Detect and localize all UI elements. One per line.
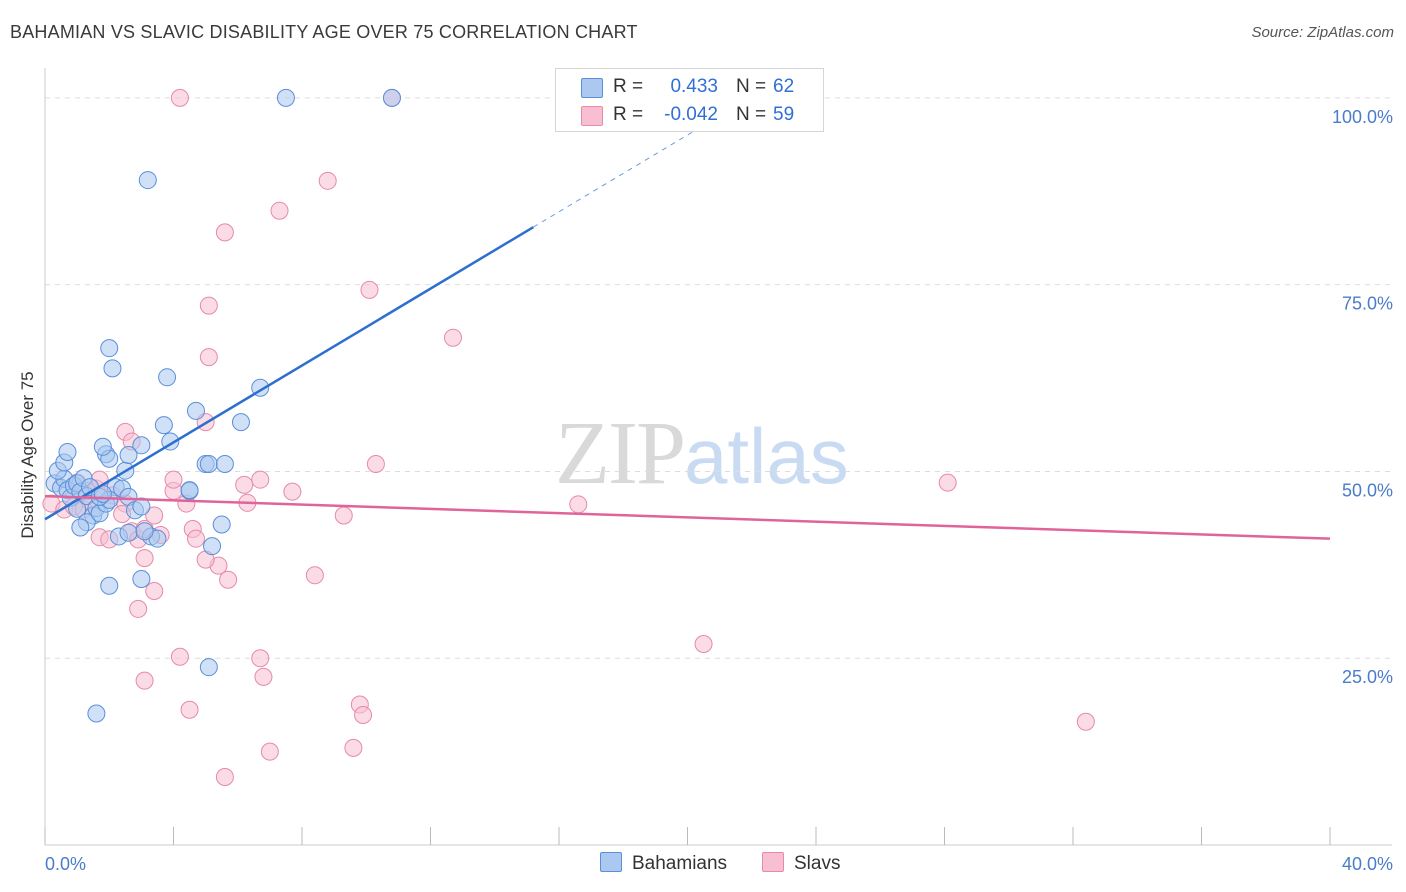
bahamians-trend-extension: [533, 115, 720, 228]
slavs-point: [235, 475, 254, 494]
trend-lines: [44, 115, 1331, 540]
slavs-point: [283, 482, 302, 501]
source-label: Source: ZipAtlas.com: [1251, 24, 1394, 41]
bahamians-legend-label: Bahamians: [632, 853, 728, 874]
bahamians-point: [158, 368, 177, 387]
axes: [44, 68, 1392, 846]
legend-row-bahamians: R = 0.433 N = 62: [556, 74, 823, 102]
watermark-zip: ZIP: [555, 404, 686, 503]
slavs-point: [129, 599, 148, 618]
n-value: 62: [773, 76, 795, 97]
bahamians-swatch: [581, 78, 603, 98]
slavs-point: [164, 470, 183, 489]
x-tick-label: 40.0%: [1342, 854, 1393, 874]
bahamians-point: [180, 481, 199, 500]
slavs-point: [135, 671, 154, 690]
bahamians-point: [215, 454, 234, 473]
slavs-point: [251, 470, 270, 489]
bahamians-point: [87, 704, 106, 723]
bahamians-point: [135, 522, 154, 541]
n-value: 59: [773, 104, 795, 125]
slavs-point: [199, 348, 218, 367]
y-tick-label: 25.0%: [1342, 667, 1393, 687]
slavs-point: [170, 88, 189, 107]
slavs-point: [254, 667, 273, 686]
r-label: R =: [613, 76, 644, 97]
slavs-points: [42, 88, 1095, 787]
slavs-point: [366, 454, 385, 473]
bahamians-point: [71, 518, 90, 537]
slavs-swatch: [581, 106, 603, 126]
slavs-point: [199, 296, 218, 315]
bottom-legend-bahamians: Bahamians: [600, 852, 727, 875]
slavs-point: [1076, 712, 1095, 731]
slavs-point: [938, 473, 957, 492]
slavs-point: [215, 768, 234, 787]
slavs-point: [270, 201, 289, 220]
bahamians-point: [132, 570, 151, 589]
x-tick-label: 0.0%: [45, 854, 86, 874]
bahamians-point: [119, 446, 138, 465]
slavs-legend-swatch: [762, 852, 784, 872]
slavs-point: [694, 635, 713, 654]
slavs-point: [334, 506, 353, 525]
slavs-point: [354, 706, 373, 725]
bahamians-trend-line: [44, 226, 534, 521]
bahamians-points: [45, 88, 401, 723]
y-tick-label: 75.0%: [1342, 294, 1393, 314]
bahamians-point: [186, 401, 205, 420]
slavs-point: [569, 495, 588, 514]
y-tick-label: 100.0%: [1332, 107, 1393, 127]
bahamians-point: [58, 443, 77, 462]
bahamians-point: [100, 339, 119, 358]
slavs-point: [443, 328, 462, 347]
slavs-point: [186, 529, 205, 548]
bahamians-point: [93, 437, 112, 456]
slavs-point: [145, 506, 164, 525]
bahamians-point: [382, 88, 401, 107]
slavs-point: [170, 647, 189, 666]
slavs-point: [215, 223, 234, 242]
slavs-point: [135, 549, 154, 568]
bottom-legend-slavs: Slavs: [762, 852, 840, 875]
y-tick-label: 50.0%: [1342, 480, 1393, 500]
n-label: N =: [736, 76, 767, 97]
n-label: N =: [736, 104, 767, 125]
bahamians-point: [103, 359, 122, 378]
bahamians-point: [231, 413, 250, 432]
grid: [45, 97, 1392, 659]
stats-legend: R = 0.433 N = 62 R = -0.042 N = 59: [555, 68, 824, 132]
bahamians-point: [212, 515, 231, 534]
slavs-point: [251, 649, 270, 668]
watermark-atlas: atlas: [684, 412, 849, 500]
chart-title: BAHAMIAN VS SLAVIC DISABILITY AGE OVER 7…: [10, 22, 638, 42]
bahamians-point: [199, 658, 218, 677]
bahamians-legend-swatch: [600, 852, 622, 872]
watermark: ZIPatlas: [555, 402, 849, 505]
bahamians-point: [203, 537, 222, 556]
bahamians-point: [138, 171, 157, 190]
slavs-point: [219, 570, 238, 589]
slavs-point: [180, 700, 199, 719]
slavs-point: [318, 171, 337, 190]
slavs-point: [305, 566, 324, 585]
slavs-trend-line: [44, 494, 1331, 540]
tick-labels: 25.0% 50.0% 75.0% 100.0% 0.0% 40.0%: [45, 107, 1393, 874]
bahamians-point: [154, 416, 173, 435]
bahamians-point: [119, 523, 138, 542]
r-label: R =: [613, 104, 644, 125]
legend-row-slavs: R = -0.042 N = 59: [556, 102, 823, 130]
slavs-point: [344, 738, 363, 757]
bahamians-point: [132, 436, 151, 455]
slavs-legend-label: Slavs: [794, 853, 841, 874]
bahamians-point: [100, 576, 119, 595]
slavs-point: [145, 581, 164, 600]
bahamians-point: [199, 454, 218, 473]
slavs-point: [260, 742, 279, 761]
r-value: 0.433: [670, 76, 718, 97]
bahamians-point: [276, 88, 295, 107]
r-value: -0.042: [664, 104, 718, 125]
slavs-point: [360, 280, 379, 299]
